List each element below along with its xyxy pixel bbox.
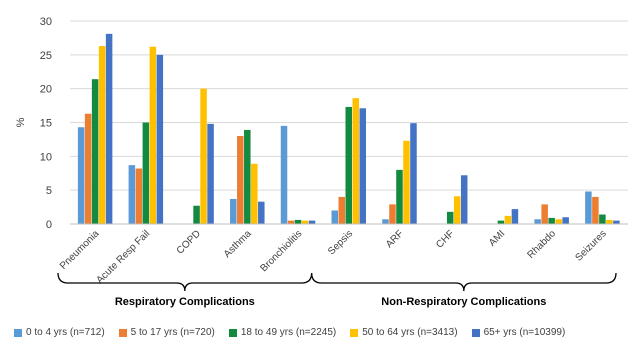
bar xyxy=(410,123,417,224)
bar xyxy=(149,46,157,224)
bar xyxy=(460,175,468,224)
bar xyxy=(135,168,143,224)
y-tick-label: 10 xyxy=(40,151,52,163)
y-axis-ticks: 0 5 10 15 20 25 30 xyxy=(40,16,52,231)
bar xyxy=(453,196,461,224)
bar xyxy=(606,219,613,224)
bar xyxy=(541,204,548,224)
bar xyxy=(251,163,258,224)
x-tick-label: Bronchiolitis xyxy=(258,228,304,274)
legend-swatch xyxy=(14,328,22,337)
bar xyxy=(193,205,200,224)
bar xyxy=(345,106,352,224)
bar xyxy=(230,198,237,224)
bar xyxy=(403,140,410,224)
x-tick-label: AMI xyxy=(487,228,507,248)
bar xyxy=(128,165,136,224)
bar xyxy=(308,220,316,224)
y-tick-label: 15 xyxy=(40,118,52,130)
x-tick-label: Seizures xyxy=(573,228,608,263)
x-tick-label: COPD xyxy=(175,228,203,256)
bar xyxy=(105,33,113,225)
bar xyxy=(396,169,403,224)
legend-label: 5 to 17 yrs (n=720) xyxy=(130,327,215,338)
bar xyxy=(294,219,302,224)
bar xyxy=(613,220,620,224)
y-tick-label: 20 xyxy=(40,84,52,96)
bar xyxy=(338,196,345,224)
y-axis-label: % xyxy=(15,117,27,127)
group-brace xyxy=(310,272,617,292)
bar xyxy=(77,127,85,224)
x-tick-label: Rhabdo xyxy=(525,228,558,261)
bar xyxy=(287,220,295,224)
bar xyxy=(389,204,396,224)
bar xyxy=(331,210,338,224)
bar xyxy=(585,191,592,224)
bar xyxy=(237,136,244,224)
y-tick-label: 30 xyxy=(40,16,52,28)
bar xyxy=(98,46,106,224)
legend-swatch xyxy=(118,328,127,337)
group-label: Respiratory Complications xyxy=(115,296,255,308)
x-tick-label: Asthma xyxy=(222,228,254,260)
bar xyxy=(555,219,562,224)
bar xyxy=(382,219,389,224)
y-tick-label: 25 xyxy=(40,50,52,62)
legend-label: 65+ yrs (n=10399) xyxy=(483,327,566,338)
legend-item: 5 to 17 yrs (n=720) xyxy=(118,327,215,338)
legend-item: 65+ yrs (n=10399) xyxy=(471,327,566,338)
legend-swatch xyxy=(471,328,480,337)
x-tick-label: Sepsis xyxy=(326,228,355,257)
legend: 0 to 4 yrs (n=712) 5 to 17 yrs (n=720) 18 … xyxy=(14,327,565,338)
bar xyxy=(258,201,265,224)
legend-label: 18 to 49 yrs (n=2245) xyxy=(240,327,337,338)
x-tick-label: Pneumonia xyxy=(58,228,102,272)
bar xyxy=(84,113,92,224)
bar xyxy=(534,219,541,224)
bar xyxy=(446,211,454,224)
legend-label: 0 to 4 yrs (n=712) xyxy=(26,327,105,338)
bar xyxy=(280,125,288,224)
bar xyxy=(504,215,512,224)
bar xyxy=(592,196,599,224)
bar xyxy=(301,220,309,224)
legend-item: 0 to 4 yrs (n=712) xyxy=(14,327,105,338)
legend-item: 18 to 49 yrs (n=2245) xyxy=(228,327,337,338)
bar xyxy=(511,209,519,224)
group-label: Non-Respiratory Complications xyxy=(381,296,546,308)
bar xyxy=(91,79,99,225)
bar xyxy=(207,123,214,224)
y-tick-label: 0 xyxy=(46,219,52,231)
bars xyxy=(77,33,620,225)
group-brace xyxy=(57,272,313,292)
bar xyxy=(156,54,164,225)
bar xyxy=(244,129,251,224)
legend-swatch xyxy=(228,328,237,337)
y-tick-label: 5 xyxy=(46,185,52,197)
x-tick-label: ARF xyxy=(384,228,406,250)
bar xyxy=(497,220,505,224)
x-tick-label: Acute Resp Fail xyxy=(95,228,153,286)
bar xyxy=(562,217,569,224)
legend-label: 50 to 64 yrs (n=3413) xyxy=(362,327,458,338)
legend-item: 50 to 64 yrs (n=3413) xyxy=(350,327,458,338)
x-tick-label: CHF xyxy=(434,228,456,250)
bar xyxy=(599,214,606,224)
legend-swatch xyxy=(350,328,359,337)
bar xyxy=(352,98,359,224)
bar xyxy=(200,88,207,225)
bar xyxy=(548,217,555,224)
bar xyxy=(142,122,150,224)
category-groups: Respiratory Complications Non-Respiratory… xyxy=(57,272,617,308)
bar xyxy=(359,108,366,224)
